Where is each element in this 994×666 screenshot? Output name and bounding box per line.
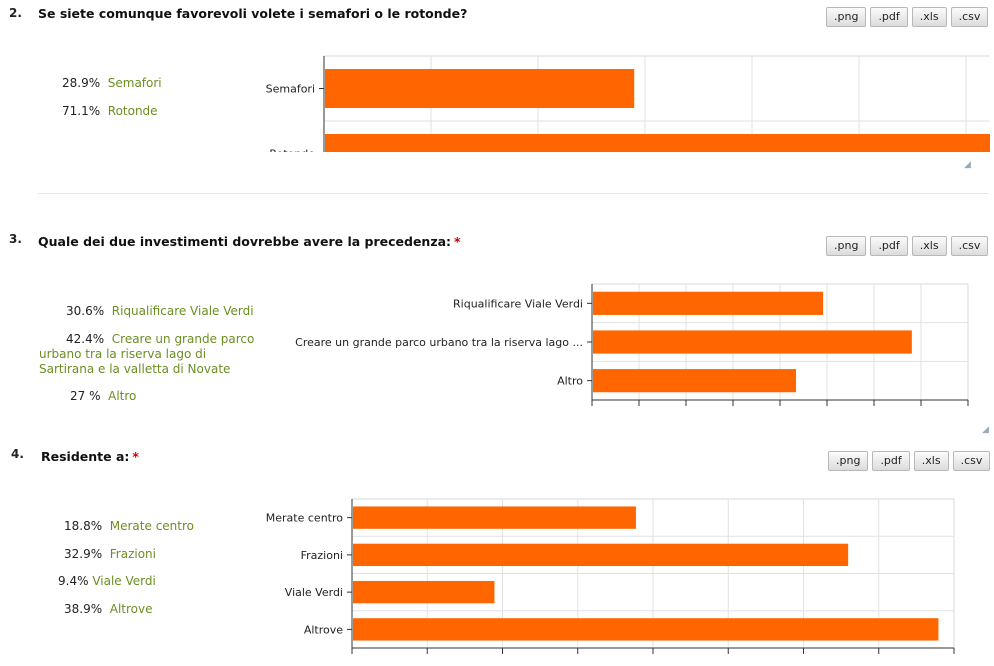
export-png-button[interactable]: .png [826,236,867,256]
category-label: Merate centro [266,512,343,525]
legend-label: Frazioni [109,547,156,561]
legend-pct: 42.4% [66,332,105,346]
legend-pct: 28.9% [62,76,101,90]
required-asterisk: * [132,449,139,464]
legend-pct: 27 % [70,389,101,403]
resize-handle-icon[interactable]: ◢ [982,425,989,435]
question-4-title-text: Residente a: [41,449,130,464]
legend-label: Altro [108,389,137,403]
legend-label: Altrove [109,602,153,616]
legend-pct: 9.4% [58,574,89,588]
question-2-number: 2. [9,6,22,20]
export-pdf-button[interactable]: .pdf [870,7,908,27]
legend-label: Creare un grande parco urbano tra la ris… [39,332,255,376]
question-2-export-group: .png .pdf .xls .csv [826,7,989,27]
legend-pct: 18.8% [64,519,103,533]
bar [353,618,939,641]
category-label: Creare un grande parco urbano tra la ris… [295,336,583,349]
category-label: Semafori [266,83,315,96]
legend-item: 9.4% Viale Verdi [58,574,156,588]
section-divider [38,193,988,194]
legend-item: 38.9% Altrove [64,602,153,616]
export-png-button[interactable]: .png [828,451,869,471]
category-label: Viale Verdi [285,586,343,599]
export-xls-button[interactable]: .xls [911,7,947,27]
bar [353,506,636,529]
legend-label: Semafori [107,76,162,90]
resize-handle-icon[interactable]: ◢ [964,160,971,170]
legend-item: 32.9% Frazioni [64,547,156,561]
question-2-title: Se siete comunque favorevoli volete i se… [38,6,467,21]
bar [325,69,635,108]
category-label: Riqualificare Viale Verdi [453,297,583,310]
legend-pct: 71.1% [62,104,101,118]
required-asterisk: * [454,234,461,249]
category-label: Frazioni [301,549,343,562]
export-png-button[interactable]: .png [826,7,867,27]
bar [325,134,990,152]
legend-pct: 30.6% [66,304,105,318]
legend-label: Rotonde [107,104,158,118]
legend-item: 18.8% Merate centro [64,519,194,533]
export-csv-button[interactable]: .csv [950,7,989,27]
question-2-bar-chart: Semafori Rotonde [266,55,990,153]
question-4-title: Residente a: * [41,449,139,464]
legend-item: 30.6% Riqualificare Viale Verdi [66,304,254,318]
legend-label: Riqualificare Viale Verdi [111,304,254,318]
question-3-title: Quale dei due investimenti dovrebbe aver… [38,234,461,249]
legend-pct: 32.9% [64,547,103,561]
bar [353,580,495,604]
legend-item: 28.9% Semafori [62,76,162,90]
export-csv-button[interactable]: .csv [952,451,991,471]
legend-item: 42.4% Creare un grande parco urbano tra … [39,332,259,377]
legend-label: Merate centro [109,519,194,533]
question-2-title-text: Se siete comunque favorevoli volete i se… [38,6,468,21]
legend-item: 71.1% Rotonde [62,104,158,118]
legend-item: 27 % Altro [70,389,136,403]
legend-pct: 38.9% [64,602,103,616]
category-label: Altro [557,375,583,388]
export-pdf-button[interactable]: .pdf [870,236,908,256]
question-3-bar-chart: Riqualificare Viale Verdi Creare un grand… [295,283,969,406]
bar [593,369,797,393]
bar [353,543,849,567]
question-4-bar-chart: Merate centro Frazioni Viale Verdi Altrove [266,498,955,654]
export-csv-button[interactable]: .csv [950,236,989,256]
bar [593,330,912,354]
question-3-title-text: Quale dei due investimenti dovrebbe aver… [38,234,452,249]
question-3-number: 3. [9,232,22,246]
bar [593,291,824,315]
category-label: Altrove [304,623,343,636]
question-4-export-group: .png .pdf .xls .csv [828,451,991,471]
category-label: Rotonde [269,148,315,153]
legend-label: Viale Verdi [92,574,156,588]
question-4-number: 4. [11,447,24,461]
export-xls-button[interactable]: .xls [913,451,949,471]
question-3-export-group: .png .pdf .xls .csv [826,236,989,256]
export-pdf-button[interactable]: .pdf [872,451,910,471]
export-xls-button[interactable]: .xls [911,236,947,256]
